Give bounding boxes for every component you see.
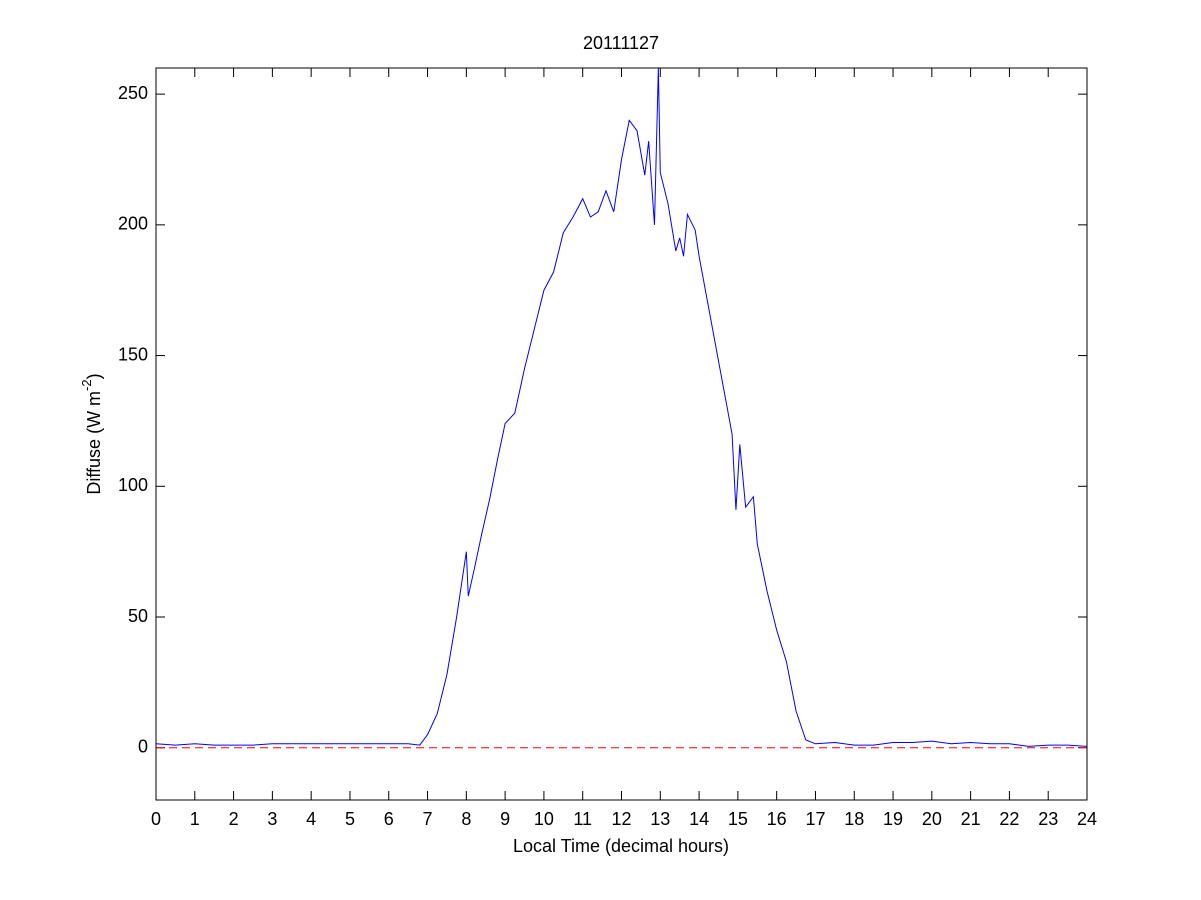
data-line [155, 67, 1088, 747]
x-tick-label: 18 [844, 809, 864, 829]
y-tick-label: 250 [118, 83, 148, 103]
x-tick-label: 10 [534, 809, 554, 829]
y-axis-label-text: Diffuse (W m [84, 391, 104, 495]
y-tick-label: 100 [118, 475, 148, 495]
y-tick-label: 50 [128, 606, 148, 626]
x-tick-label: 4 [306, 809, 316, 829]
x-tick-label: 5 [345, 809, 355, 829]
x-tick-label: 16 [767, 809, 787, 829]
x-tick-label: 22 [999, 809, 1019, 829]
x-tick-label: 15 [728, 809, 748, 829]
plot-frame [155, 67, 1088, 801]
chart-title: 20111127 [583, 33, 659, 53]
x-tick-label: 8 [461, 809, 471, 829]
x-tick-label: 2 [229, 809, 239, 829]
y-axis-label-suffix: ) [84, 373, 104, 379]
y-tick-label: 0 [138, 736, 148, 756]
x-tick-label: 24 [1077, 809, 1097, 829]
x-tick-label: 14 [689, 809, 709, 829]
x-tick-label: 0 [151, 809, 161, 829]
y-tick-label: 150 [118, 344, 148, 364]
x-tick-label: 9 [500, 809, 510, 829]
x-tick-label: 23 [1038, 809, 1058, 829]
y-axis-label-superscript: -2 [79, 379, 94, 391]
x-tick-label: 17 [805, 809, 825, 829]
y-tick-label: 200 [118, 214, 148, 234]
x-tick-label: 20 [922, 809, 942, 829]
y-axis-label: Diffuse (W m-2) [79, 373, 103, 494]
x-tick-label: 1 [190, 809, 200, 829]
x-tick-label: 6 [384, 809, 394, 829]
x-tick-label: 12 [611, 809, 631, 829]
x-tick-label: 21 [961, 809, 981, 829]
x-tick-label: 19 [883, 809, 903, 829]
x-tick-label: 11 [573, 809, 592, 829]
x-axis-label: Local Time (decimal hours) [513, 836, 729, 856]
x-tick-label: 3 [267, 809, 277, 829]
x-tick-label: 13 [650, 809, 670, 829]
x-tick-label: 7 [423, 809, 433, 829]
